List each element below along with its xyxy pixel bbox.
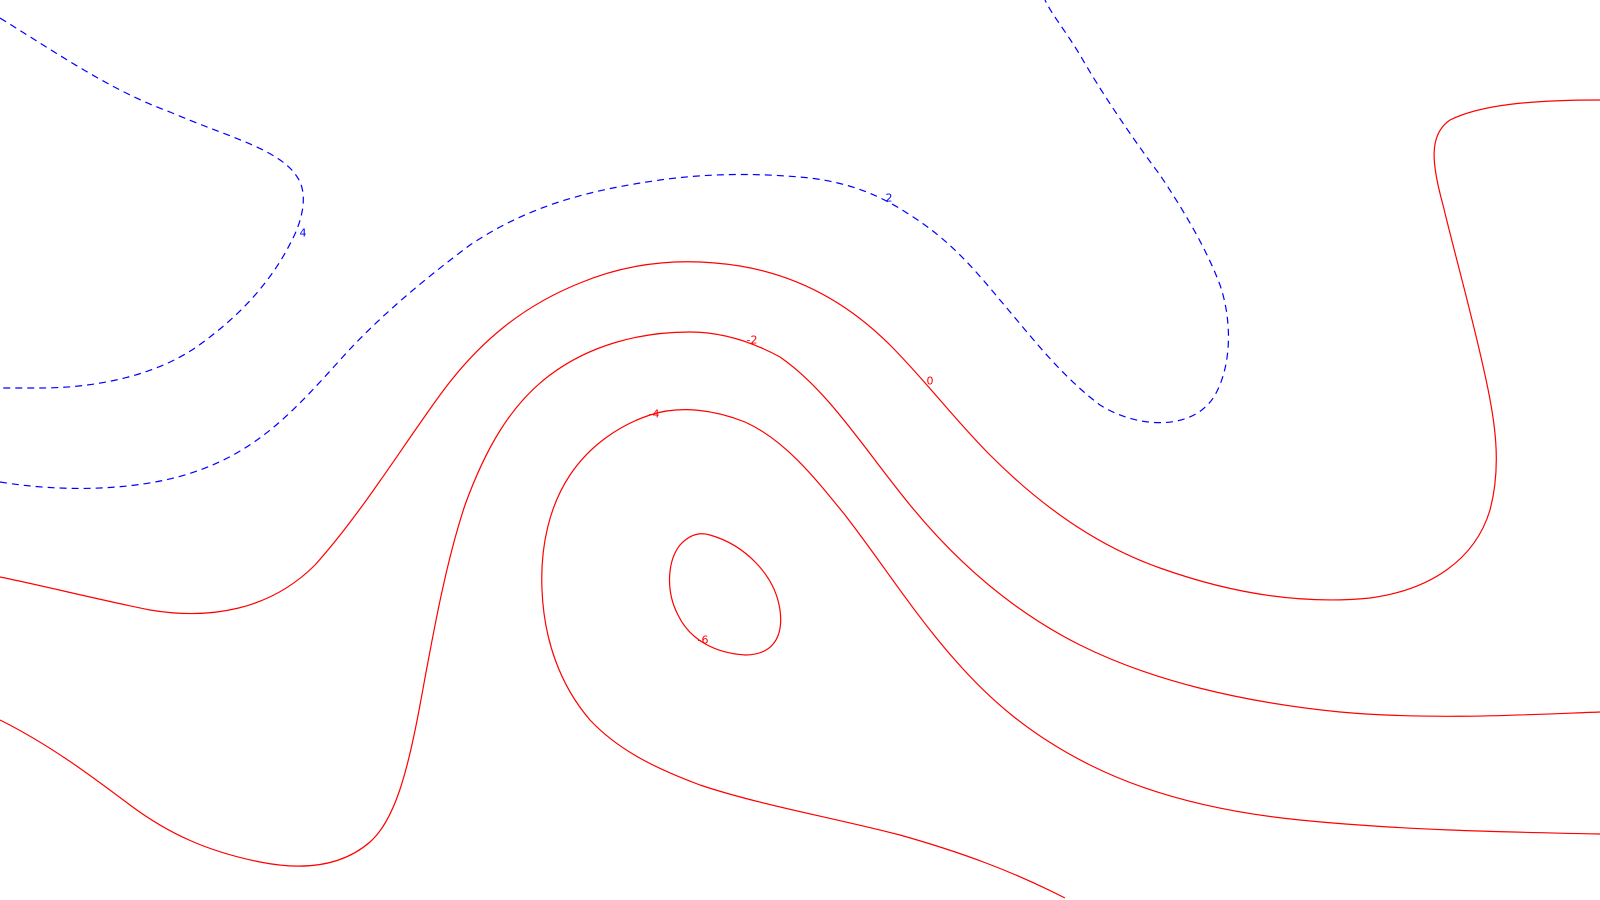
- contour-line-4-top-left: [0, 17, 304, 389]
- contour-label-neg6: -6: [698, 634, 709, 647]
- contour-label-2: 2: [886, 192, 893, 205]
- contour-line-4-bottom-left: [0, 0, 1230, 490]
- contour-label-4: 4: [300, 227, 307, 240]
- contour-line-neg2-main: [0, 331, 1600, 867]
- contour-label-neg4: -4: [649, 408, 660, 421]
- contour-label-0: 0: [927, 375, 934, 388]
- contour-label-neg2: -2: [747, 334, 758, 347]
- contour-line-0-main: [0, 99, 1600, 615]
- contour-line-neg4-main: [541, 409, 1600, 899]
- contour-line-neg6-closed: [668, 533, 782, 656]
